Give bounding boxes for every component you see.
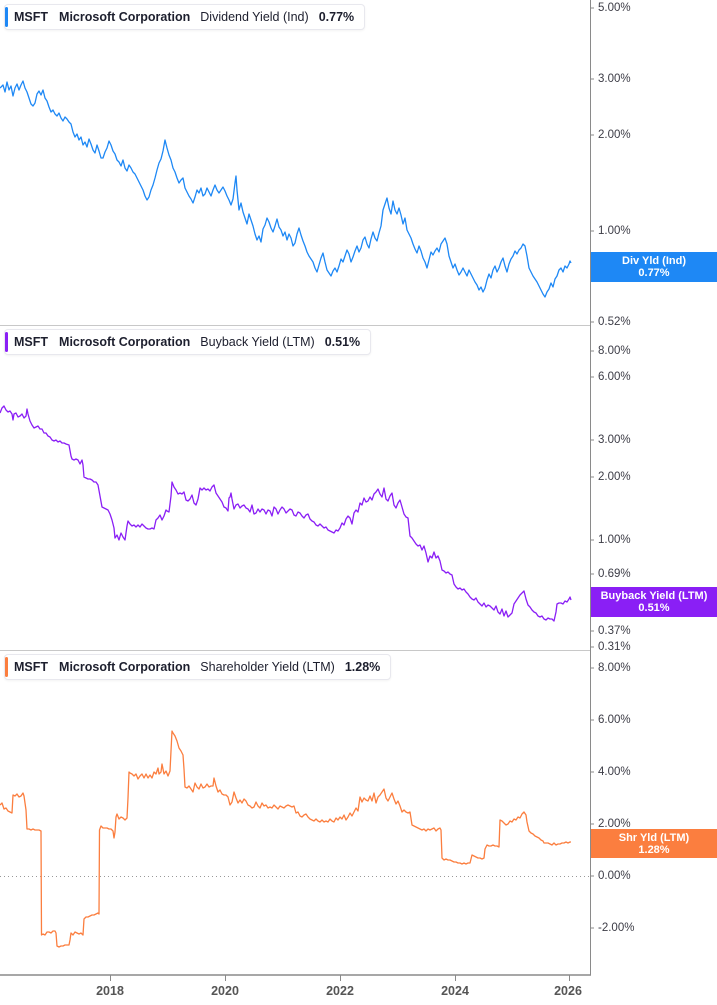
last-value-badge-shareholder: Shr Yld (LTM) 1.28%	[591, 829, 717, 858]
y-tick-label: 8.00%	[598, 345, 631, 357]
badge-value: 0.51%	[638, 602, 670, 614]
badge-label: Shr Yld (LTM)	[618, 832, 690, 844]
legend-value: 0.77%	[318, 10, 355, 24]
legend-company: Microsoft Corporation	[59, 660, 191, 674]
last-value-badge-dividend: Div Yld (Ind) 0.77%	[591, 252, 717, 282]
legend-dividend-yield[interactable]: MSFT Microsoft Corporation Dividend Yiel…	[4, 4, 366, 30]
legend-shareholder-yield[interactable]: MSFT Microsoft Corporation Shareholder Y…	[4, 654, 392, 680]
last-value-badge-buyback: Buyback Yield (LTM) 0.51%	[591, 587, 717, 617]
y-tick-label: 1.00%	[598, 534, 631, 546]
legend-metric: Dividend Yield (Ind)	[200, 10, 309, 24]
y-tick-label: 0.37%	[598, 625, 631, 637]
y-tick-label: 6.00%	[598, 371, 631, 383]
buyback-yield-line	[0, 405, 572, 622]
legend-buyback-yield[interactable]: MSFT Microsoft Corporation Buyback Yield…	[4, 329, 372, 355]
y-tick-label: 2.00%	[598, 471, 631, 483]
legend-ticker: MSFT	[14, 660, 49, 674]
x-tick-label: 2022	[326, 984, 354, 998]
y-tick-label: 0.52%	[598, 316, 631, 328]
y-tick-label: 0.69%	[598, 568, 631, 580]
legend-ticker: MSFT	[14, 335, 49, 349]
legend-metric: Shareholder Yield (LTM)	[200, 660, 335, 674]
y-tick-label: 4.00%	[598, 766, 631, 778]
x-tick-label: 2018	[96, 984, 124, 998]
badge-value: 1.28%	[638, 844, 670, 856]
y-tick-label: 2.00%	[598, 129, 631, 141]
legend-value: 1.28%	[344, 660, 381, 674]
legend-color-bar	[5, 332, 8, 352]
x-tick-label: 2026	[554, 984, 582, 998]
y-tick-label: 3.00%	[598, 73, 631, 85]
y-tick-label: 6.00%	[598, 714, 631, 726]
badge-label: Div Yld (Ind)	[622, 255, 686, 267]
legend-value: 0.51%	[324, 335, 361, 349]
legend-ticker: MSFT	[14, 10, 49, 24]
y-tick-label: 2.00%	[598, 818, 631, 830]
legend-company: Microsoft Corporation	[59, 335, 191, 349]
legend-color-bar	[5, 657, 8, 677]
shareholder-yield-line	[0, 730, 571, 948]
y-tick-label: 1.00%	[598, 225, 631, 237]
y-tick-label: -2.00%	[598, 922, 635, 934]
y-tick-label: 8.00%	[598, 662, 631, 674]
y-tick-label: 0.00%	[598, 870, 631, 882]
x-axis-ticks	[110, 975, 570, 981]
x-tick-label: 2024	[441, 984, 469, 998]
y-tick-label: 3.00%	[598, 434, 631, 446]
badge-value: 0.77%	[638, 267, 670, 279]
x-tick-label: 2020	[211, 984, 239, 998]
panel-dividend-yield: MSFT Microsoft Corporation Dividend Yiel…	[0, 0, 717, 328]
y-tick-label: 5.00%	[598, 2, 631, 14]
panel-buyback-yield: MSFT Microsoft Corporation Buyback Yield…	[4, 329, 717, 653]
y-tick-label: 0.31%	[598, 641, 631, 653]
legend-metric: Buyback Yield (LTM)	[200, 335, 315, 349]
badge-label: Buyback Yield (LTM)	[600, 590, 708, 602]
legend-company: Microsoft Corporation	[59, 10, 191, 24]
legend-color-bar	[5, 7, 8, 27]
dividend-yield-line	[0, 80, 572, 298]
y-axis-ticks	[590, 7, 594, 929]
